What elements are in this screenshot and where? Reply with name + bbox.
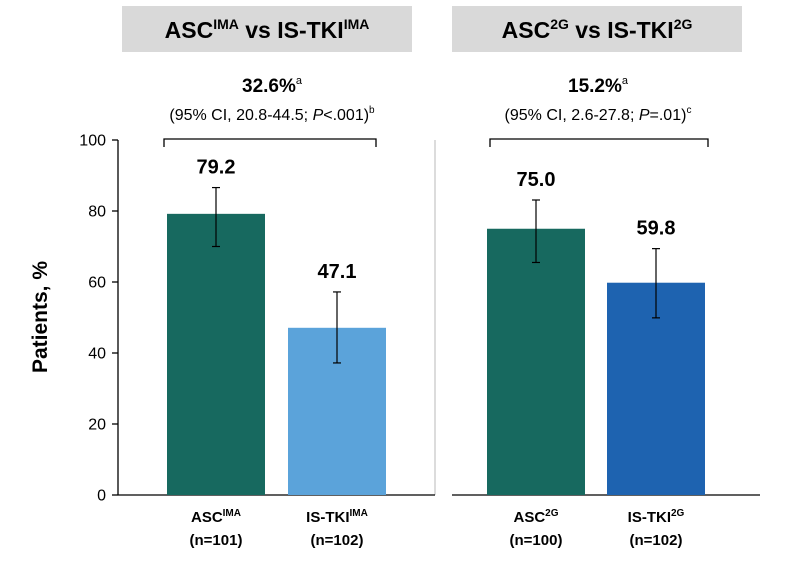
y-axis-ticks: 0 20 40 60 80 100 bbox=[79, 133, 118, 505]
panel-2-comparison-bracket bbox=[489, 138, 709, 147]
panel-2-difference-ci: (95% CI, 2.6-27.8; P=.01)c bbox=[505, 105, 692, 124]
bar-category-label: IS-TKI2G bbox=[628, 508, 685, 526]
y-tick-label: 60 bbox=[88, 275, 106, 292]
panel-1-difference-ci: (95% CI, 20.8-44.5; P<.001)b bbox=[169, 105, 375, 124]
bar-n-label: (n=100) bbox=[510, 532, 563, 549]
y-tick-label: 0 bbox=[97, 488, 106, 505]
bar-category-label: ASCIMA bbox=[191, 508, 241, 526]
bar-n-label: (n=102) bbox=[311, 532, 364, 549]
panel-1-header-box bbox=[122, 6, 412, 52]
y-tick-label: 20 bbox=[88, 417, 106, 434]
bar-category-label: IS-TKIIMA bbox=[306, 508, 368, 526]
bar bbox=[487, 228, 585, 495]
panel-1-difference-value: 32.6%a bbox=[242, 75, 303, 97]
bar-value-label: 79.2 bbox=[197, 157, 236, 179]
bar-n-label: (n=102) bbox=[630, 532, 683, 549]
bars: 79.2 ASCIMA (n=101) 47.1 IS-TKIIMA (n=102) 75.… bbox=[118, 157, 760, 549]
y-tick-label: 80 bbox=[88, 204, 106, 221]
panel-1-comparison-bracket bbox=[163, 138, 377, 147]
bar-value-label: 47.1 bbox=[318, 261, 357, 283]
bar-n-label: (n=101) bbox=[190, 532, 243, 549]
y-tick-label: 40 bbox=[88, 346, 106, 363]
bar-category-label: ASC2G bbox=[513, 508, 558, 526]
y-axis-label: Patients, % bbox=[29, 261, 52, 373]
bar-value-label: 59.8 bbox=[637, 218, 676, 240]
y-tick-label: 100 bbox=[79, 133, 106, 150]
panel-2-header: ASC2G vs IS-TKI2G bbox=[502, 16, 693, 43]
bar bbox=[167, 213, 265, 495]
panel-2-difference-value: 15.2%a bbox=[568, 75, 629, 97]
bar-value-label: 75.0 bbox=[517, 169, 556, 191]
panel-1-header: ASCIMA vs IS-TKIIMA bbox=[165, 16, 370, 43]
panel-2-header-box bbox=[452, 6, 742, 52]
